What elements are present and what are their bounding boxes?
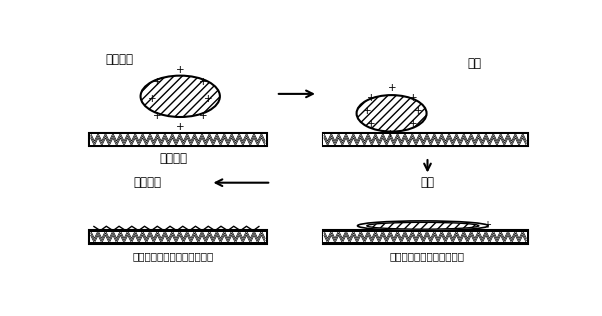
Text: +: + <box>367 119 376 129</box>
Text: +: + <box>362 106 371 116</box>
Text: +: + <box>414 106 423 116</box>
Text: +: + <box>148 94 157 104</box>
Bar <box>90 134 265 145</box>
Ellipse shape <box>367 222 479 229</box>
Text: +: + <box>152 111 161 121</box>
Bar <box>90 232 265 242</box>
Text: +: + <box>483 220 491 230</box>
Text: 干燥织物: 干燥织物 <box>134 176 161 189</box>
Text: +: + <box>176 122 185 132</box>
Text: +: + <box>388 83 397 93</box>
Bar <box>323 133 528 146</box>
Bar <box>89 133 267 146</box>
Text: +: + <box>199 77 208 87</box>
Text: +: + <box>176 64 185 75</box>
Text: 胶束崩坏、柔软剂分子铺展: 胶束崩坏、柔软剂分子铺展 <box>390 251 465 261</box>
Text: 吸附: 吸附 <box>467 57 481 70</box>
Text: +: + <box>409 93 418 102</box>
Text: +: + <box>386 129 394 139</box>
Text: 织物表面形成柔软剂分子膜层: 织物表面形成柔软剂分子膜层 <box>132 251 214 261</box>
Circle shape <box>356 95 427 131</box>
Text: 织物表面: 织物表面 <box>159 152 187 165</box>
Text: +: + <box>199 111 208 121</box>
Bar <box>89 230 267 244</box>
Text: 球型胶束: 球型胶束 <box>105 53 134 66</box>
Bar <box>323 134 527 145</box>
Text: 烘干: 烘干 <box>420 176 435 189</box>
Text: +: + <box>152 77 161 87</box>
Bar <box>323 230 528 244</box>
Text: +: + <box>409 119 418 129</box>
Text: +: + <box>367 93 376 102</box>
Ellipse shape <box>358 221 488 231</box>
Bar <box>323 232 527 242</box>
Text: +: + <box>204 94 213 104</box>
Circle shape <box>141 76 220 117</box>
